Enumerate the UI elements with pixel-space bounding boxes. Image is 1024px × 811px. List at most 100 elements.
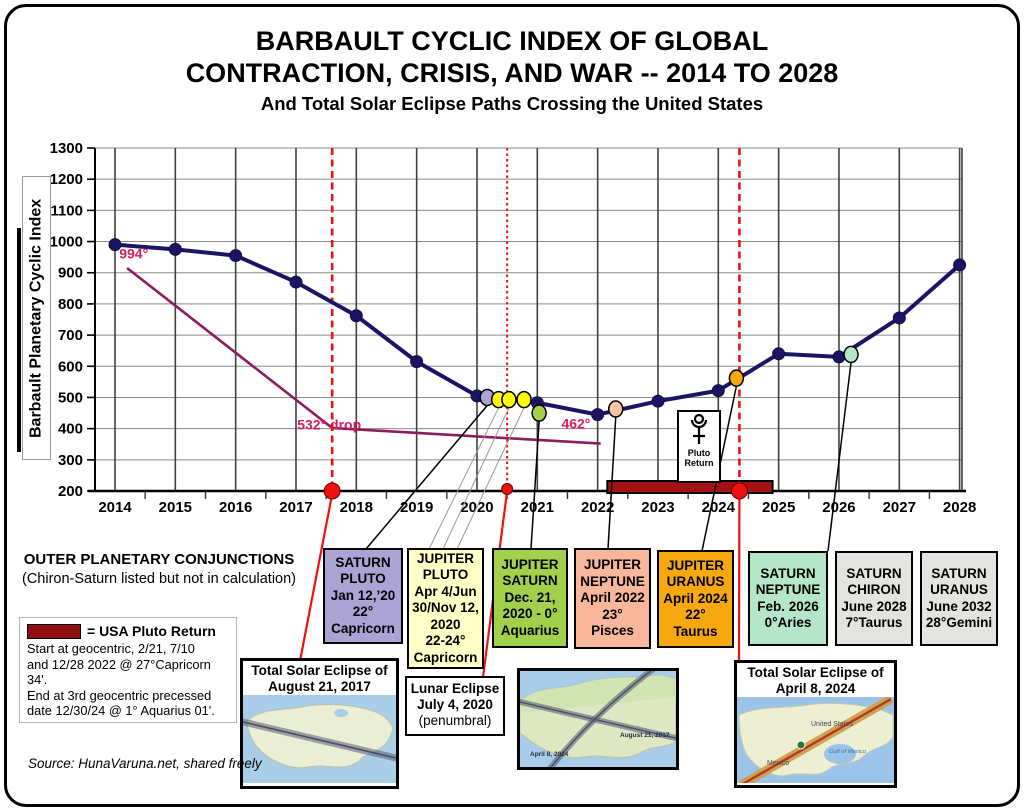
conjunction-box-line: April 2022 <box>580 590 645 606</box>
map-title-2017-line2: August 21, 2017 <box>268 679 371 694</box>
x-tick-label: 2019 <box>400 499 433 516</box>
conjunction-box-line: 30/Nov 12, <box>412 600 479 616</box>
x-tick-label: 2027 <box>883 499 916 516</box>
x-tick-label: 2022 <box>581 499 614 516</box>
pluto-return-marker: Pluto Return <box>677 410 721 483</box>
leader-jupiter-neptune <box>607 416 617 550</box>
map-2024-graphic: United States Mexico Gulf of Mexico <box>737 697 894 783</box>
conjunction-box-line: 23° <box>602 606 623 622</box>
y-tick-label: 800 <box>58 296 83 313</box>
y-tick-label: 700 <box>58 327 83 344</box>
pluto-return-label-line1: Pluto <box>687 448 711 458</box>
lunar-eclipse-label-box: Lunar Eclipse July 4, 2020 (penumbral) <box>405 676 505 736</box>
conjunction-box-line: PLUTO <box>340 571 386 587</box>
y-tick-label: 1300 <box>50 140 83 157</box>
drop-annotation: 994° <box>119 246 148 262</box>
location-marker <box>796 740 806 750</box>
data-point <box>651 394 665 408</box>
conjunction-box-line: JUPITER <box>416 551 474 567</box>
solar-eclipse-2017-map: Total Solar Eclipse of August 21, 2017 <box>240 658 399 789</box>
chart-title-line2: CONTRACTION, CRISIS, AND WAR -- 2014 TO … <box>185 58 839 88</box>
conjunction-box-line: Feb. 2026 <box>757 598 819 614</box>
map-title-2024: Total Solar Eclipse of April 8, 2024 <box>737 663 894 697</box>
conjunction-box-line: SATURN <box>502 573 558 589</box>
x-tick-label: 2021 <box>521 499 554 516</box>
conjunction-box-line: NEPTUNE <box>755 582 821 598</box>
data-point <box>832 350 846 364</box>
leader-jupiter-pluto-2 <box>442 407 510 550</box>
x-tick-label: 2026 <box>822 499 855 516</box>
conjunction-dot-jupiter-pluto-3 <box>516 390 532 409</box>
conjunction-dot-jupiter-saturn <box>531 404 547 422</box>
map-title-2017: Total Solar Eclipse of August 21, 2017 <box>243 661 396 695</box>
data-point <box>168 242 182 256</box>
conjunction-dot-jupiter-neptune <box>607 400 624 418</box>
conjunction-box-line: June 2028 <box>841 598 907 614</box>
conjunction-box-line: URANUS <box>930 582 988 598</box>
conjunction-box-line: 28°Gemini <box>925 614 993 630</box>
y-tick-label: 1000 <box>50 234 83 251</box>
eclipse-dot-solar-2017 <box>323 482 341 500</box>
y-tick-label: 600 <box>58 358 83 375</box>
data-point <box>349 309 363 323</box>
leader-saturn-neptune <box>827 362 852 552</box>
eclipse-dot-lunar-2020 <box>501 483 514 495</box>
pluto-return-label-line2: Return <box>684 458 714 468</box>
conjunction-box-line: Apr 4/Jun <box>414 583 477 599</box>
conjunction-box-line: SATURN <box>760 565 816 581</box>
great-lakes <box>334 709 348 717</box>
conjunction-box-saturn-neptune: SATURN NEPTUNE Feb. 2026 0°Aries <box>748 551 828 646</box>
conjunction-dot-saturn-neptune <box>843 345 859 364</box>
drop-annotation: 532° drop <box>297 416 361 432</box>
conjunction-box-jupiter-neptune: JUPITER NEPTUNE April 2022 23° Pisces <box>574 548 651 649</box>
y-tick-label: 900 <box>58 265 83 282</box>
conjunction-dot-jupiter-uranus <box>728 369 745 387</box>
map-title-2024-line1: Total Solar Eclipse of <box>747 665 884 680</box>
y-tick-label: 400 <box>58 421 83 438</box>
map-label-april-2024: April 8, 2024 <box>530 751 569 758</box>
conjunction-box-jupiter-pluto: JUPITER PLUTO Apr 4/Jun 30/Nov 12, 2020 22-24… <box>407 548 484 669</box>
x-tick-label: 2028 <box>943 499 976 516</box>
solar-eclipse-2024-map: Total Solar Eclipse of April 8, 2024 Uni… <box>734 660 897 788</box>
gulf-of-mexico-water <box>824 744 856 764</box>
pluto-return-legend: = USA Pluto Return Start at geocentric, … <box>19 617 237 723</box>
lunar-eclipse-line1: Lunar Eclipse <box>410 681 500 696</box>
data-point <box>772 347 786 361</box>
y-axis-title: Barbault Planetary Cyclic Index <box>22 176 51 460</box>
eclipse-dot-solar-2024 <box>730 482 748 500</box>
lunar-eclipse-line2: July 4, 2020 <box>417 697 493 712</box>
conjunction-box-line: 7°Taurus <box>845 614 903 630</box>
conjunction-box-line: 22° <box>352 604 374 620</box>
y-tick-label: 1200 <box>50 171 83 188</box>
leader-jupiter-pluto-3 <box>456 407 525 550</box>
conjunction-box-line: SATURN <box>335 554 391 570</box>
y-tick-label: 300 <box>58 452 83 469</box>
x-tick-label: 2025 <box>762 499 795 516</box>
conjunction-box-line: 22-24° <box>425 633 466 649</box>
x-tick-label: 2023 <box>641 499 674 516</box>
conjunction-box-line: 2020 <box>430 616 461 632</box>
data-point <box>229 249 243 263</box>
conjunction-box-line: CHIRON <box>847 582 901 598</box>
conjunction-box-line: JUPITER <box>501 556 559 572</box>
conjunction-box-line: Capricorn <box>331 620 395 636</box>
conjunction-box-line: Dec. 21, <box>504 589 556 605</box>
data-point <box>892 311 906 325</box>
source-credit: Source: HunaVaruna.net, shared freely <box>28 756 262 771</box>
map-label-united-states: United States <box>811 721 854 728</box>
legend-swatch-label: = USA Pluto Return <box>87 623 216 639</box>
pluto-glyph-icon <box>690 413 708 444</box>
degree-drop-line <box>126 267 601 445</box>
legend-body: Start at geocentric, 2/21, 7/10 and 12/28… <box>27 641 229 719</box>
legend-text-line: 34'. <box>27 672 48 687</box>
conjunction-box-saturn-uranus: SATURN URANUS June 2032 28°Gemini <box>920 551 998 646</box>
data-point <box>108 238 122 252</box>
conjunction-box-line: 22° <box>685 607 706 623</box>
conjunction-box-line: PLUTO <box>422 567 469 583</box>
map-2017-graphic <box>243 695 396 783</box>
pluto-return-swatch <box>27 623 81 639</box>
eclipse-path-2017-centerline <box>520 701 676 739</box>
conjunction-dot-jupiter-pluto-2 <box>501 390 517 409</box>
